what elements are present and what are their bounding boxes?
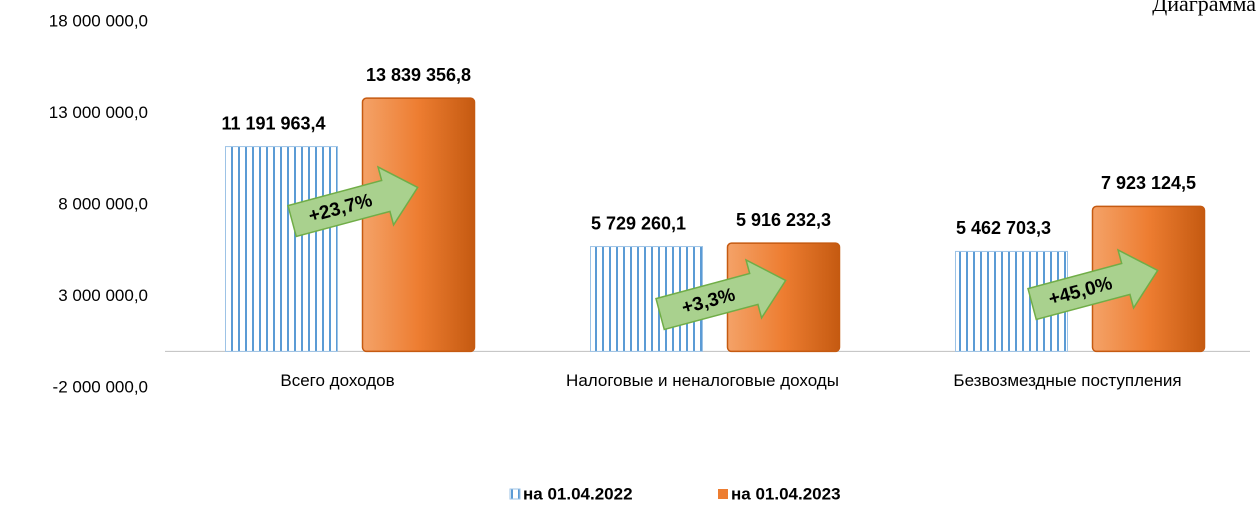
chart-title: Диаграмма	[1152, 0, 1256, 16]
growth-arrow: +3,3%	[655, 258, 787, 331]
y-tick-label: 13 000 000,0	[49, 103, 148, 122]
legend-label: на 01.04.2023	[731, 484, 841, 503]
value-label: 11 191 963,4	[221, 113, 325, 133]
y-tick-label: 3 000 000,0	[58, 286, 148, 305]
y-tick-label: 8 000 000,0	[58, 194, 148, 213]
y-tick-label: -2 000 000,0	[53, 377, 148, 396]
legend-swatch	[718, 489, 728, 499]
bar	[225, 146, 338, 352]
value-label: 7 923 124,5	[1101, 173, 1196, 193]
y-tick-label: 18 000 000,0	[49, 11, 148, 30]
arrow-shape	[287, 165, 419, 238]
value-label: 13 839 356,8	[366, 65, 471, 85]
legend-label: на 01.04.2022	[523, 484, 633, 503]
legend-swatch	[509, 488, 521, 500]
bar	[361, 97, 476, 353]
x-tick-label: Всего доходов	[280, 371, 395, 391]
value-label: 5 462 703,3	[956, 218, 1051, 238]
arrow-shape	[655, 258, 787, 331]
arrow-shape	[1027, 248, 1159, 321]
x-tick-label: Безвозмездные поступления	[953, 371, 1182, 391]
x-tick-label: Налоговые и неналоговые доходы	[566, 371, 839, 391]
value-label: 5 916 232,3	[736, 210, 831, 230]
value-label: 5 729 260,1	[591, 213, 686, 233]
